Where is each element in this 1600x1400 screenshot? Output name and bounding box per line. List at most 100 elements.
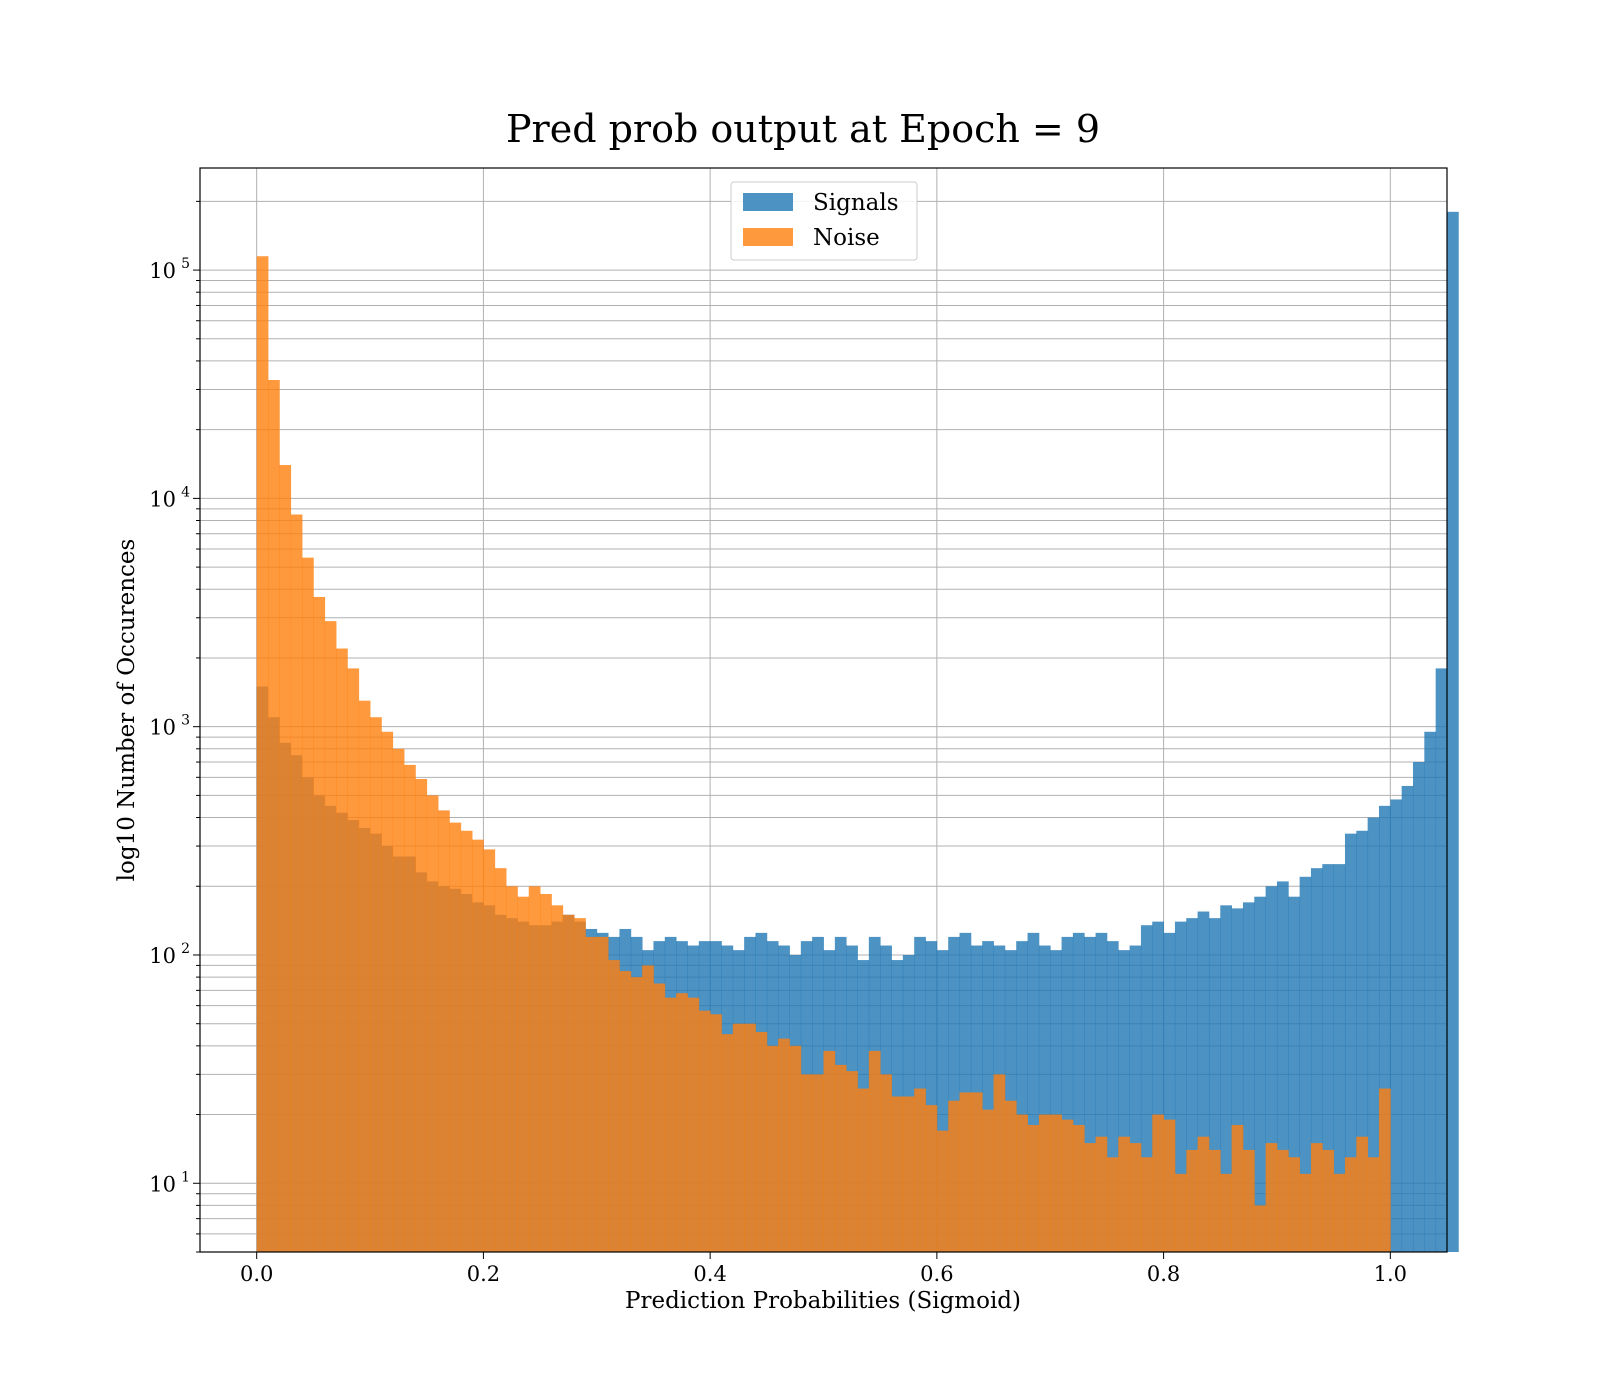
signals-bar [1140, 925, 1153, 1252]
signals-bar [1027, 932, 1040, 1252]
y-tick-exponent: 4 [181, 484, 190, 500]
signals-bar [1254, 896, 1267, 1252]
noise-bar [1310, 1143, 1323, 1252]
noise-bar [494, 868, 507, 1252]
signals-bar [1197, 911, 1210, 1252]
y-tick-label: 10 [149, 259, 176, 283]
noise-bar [1367, 1157, 1380, 1252]
noise-bar [846, 1071, 858, 1252]
noise-bar [268, 380, 280, 1253]
plot-frame [199, 167, 1448, 1253]
noise-bar [687, 997, 700, 1252]
signals-bar [1072, 932, 1085, 1252]
noise-bar [551, 905, 564, 1252]
signals-bar [1152, 921, 1164, 1252]
signals-bar [1084, 936, 1096, 1252]
signals-bar [1208, 918, 1221, 1252]
noise-bar [1242, 1149, 1255, 1252]
y-tick-label: 10 [149, 944, 176, 968]
noise-bar [1378, 1088, 1391, 1252]
noise-bar [880, 1074, 892, 1252]
signals-bar [1390, 799, 1403, 1252]
noise-bar [1220, 1173, 1233, 1252]
signals-bar [1163, 932, 1176, 1252]
noise-bar [1152, 1114, 1164, 1252]
noise-bar [1288, 1157, 1301, 1252]
noise-bar [1084, 1143, 1096, 1252]
noise-bar [1186, 1149, 1198, 1252]
noise-bar [483, 849, 496, 1252]
noise-bar [823, 1050, 836, 1252]
noise-bar [619, 971, 632, 1252]
noise-bar [1344, 1157, 1357, 1252]
signals-bar [1447, 211, 1459, 1252]
noise-bar [347, 668, 360, 1252]
noise-bar [698, 1010, 711, 1252]
noise-bar [279, 465, 292, 1252]
noise-bar [721, 1034, 734, 1252]
noise-bar [789, 1045, 802, 1252]
noise-bar [1027, 1124, 1040, 1252]
noise-bar [596, 936, 609, 1252]
noise-bar [891, 1096, 904, 1252]
noise-bar [313, 596, 326, 1252]
noise-bar [676, 993, 688, 1252]
noise-bar [653, 983, 666, 1252]
noise-bar [925, 1105, 938, 1252]
signals-bar [1344, 833, 1357, 1252]
noise-bar [744, 1023, 756, 1252]
signals-bar [925, 941, 938, 1252]
noise-bar [449, 822, 462, 1252]
noise-bar [517, 896, 530, 1252]
noise-bar [381, 731, 394, 1252]
noise-bar [1050, 1114, 1062, 1252]
noise-bar [1140, 1157, 1153, 1252]
noise-bar [460, 830, 473, 1252]
y-tick-exponent: 1 [181, 1169, 190, 1185]
y-axis-ticks: 10 1 10 2 10 3 10 4 10 5 [149, 200, 200, 1253]
noise-bar [732, 1023, 745, 1252]
x-tick-label: 0.6 [920, 1262, 953, 1286]
y-tick-label: 10 [149, 716, 176, 740]
x-tick-label: 1.0 [1374, 1262, 1407, 1286]
noise-bar [528, 886, 541, 1252]
signals-bar [1412, 762, 1425, 1252]
signals-bar [1378, 805, 1391, 1252]
signals-bar [1276, 881, 1289, 1252]
signals-bar [948, 936, 960, 1252]
x-axis-label: Prediction Probabilities (Sigmoid) [625, 1288, 1021, 1314]
y-axis-label: log10 Number of Occurences [114, 539, 140, 882]
noise-bar [426, 795, 439, 1252]
noise-bar [959, 1092, 972, 1252]
noise-bar [1072, 1124, 1085, 1252]
noise-bar [664, 997, 677, 1252]
noise-bar [506, 886, 518, 1252]
noise-bar [324, 621, 337, 1252]
signals-bar [1129, 945, 1142, 1252]
signals-bar [936, 950, 949, 1252]
noise-bars [256, 256, 1391, 1253]
noise-bar [290, 514, 303, 1252]
noise-bar [982, 1109, 994, 1252]
noise-bar [358, 700, 371, 1252]
signals-bar [1095, 932, 1108, 1252]
signals-bar [1265, 886, 1278, 1252]
noise-bar [1129, 1143, 1142, 1252]
noise-bar [336, 648, 348, 1252]
signals-bar [1299, 876, 1312, 1252]
legend-label-noise: Noise [813, 225, 880, 251]
noise-bar [404, 764, 416, 1252]
y-tick-exponent: 5 [181, 256, 190, 272]
signals-bar [1118, 950, 1130, 1252]
x-tick-label: 0.2 [467, 1262, 500, 1286]
legend-swatch-noise [743, 228, 793, 246]
signals-bar [1186, 918, 1198, 1252]
noise-bar [1356, 1136, 1369, 1252]
signals-bar [1310, 868, 1323, 1252]
signals-bar [1424, 731, 1437, 1252]
noise-bar [970, 1092, 983, 1252]
signals-bar [1016, 941, 1028, 1252]
noise-bar [1322, 1149, 1335, 1252]
signals-bar [1038, 945, 1051, 1252]
